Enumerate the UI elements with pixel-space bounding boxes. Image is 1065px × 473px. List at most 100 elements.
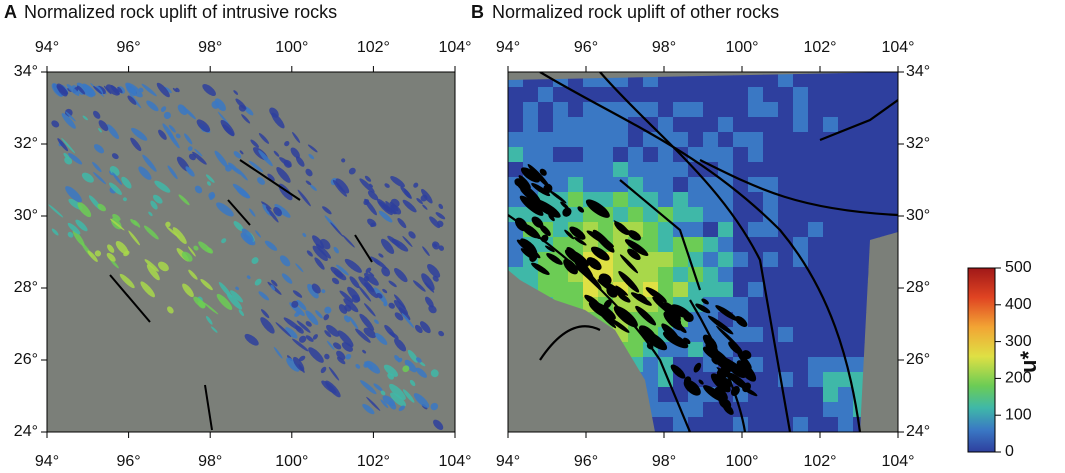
panel-title: Normalized rock uplift of intrusive rock… (24, 2, 337, 22)
uplift-cell (748, 222, 764, 238)
uplift-cell (823, 357, 839, 373)
rock-patch (415, 357, 422, 363)
rock-patch (308, 347, 324, 363)
rock-patch (370, 222, 376, 228)
rock-patch (294, 311, 301, 317)
uplift-cell (673, 282, 689, 298)
rock-outcrop (588, 301, 616, 321)
y-tick-label: 32° (906, 135, 930, 152)
uplift-cell (538, 132, 554, 148)
panel-title: Normalized rock uplift of other rocks (492, 2, 779, 22)
rock-patch (92, 161, 102, 173)
uplift-cell (658, 192, 674, 208)
uplift-cell (598, 222, 614, 238)
rock-outcrop (635, 305, 657, 326)
uplift-cell (553, 132, 569, 148)
uplift-cell (748, 267, 764, 283)
colorbar-tick-label: 200 (1005, 370, 1032, 387)
uplift-cell (823, 417, 839, 432)
rock-patch (233, 151, 242, 159)
x-tick-label: 96° (574, 39, 598, 56)
uplift-cell (793, 297, 809, 313)
colorbar-tick-label: 500 (1005, 259, 1032, 276)
uplift-cell (688, 417, 704, 432)
rock-outcrop (573, 237, 587, 246)
uplift-cell (733, 282, 749, 298)
rock-patch (378, 210, 393, 223)
uplift-cell (748, 87, 764, 103)
uplift-cell (673, 192, 689, 208)
rock-patch (109, 182, 122, 195)
uplift-cell (763, 387, 779, 403)
uplift-cell (568, 102, 584, 118)
rock-patch (68, 153, 83, 165)
uplift-cell (838, 147, 854, 163)
uplift-cell (808, 207, 824, 223)
rock-patch (373, 383, 383, 392)
y-tick-label: 24° (906, 423, 930, 440)
uplift-cell (838, 72, 854, 88)
rock-patch (297, 189, 311, 207)
rock-patch (416, 198, 423, 205)
uplift-cell (778, 342, 794, 358)
rock-patch (221, 238, 227, 244)
rock-patch (236, 168, 248, 181)
uplift-cell (703, 237, 719, 253)
rock-patch (283, 159, 292, 168)
rock-patch (305, 335, 314, 342)
rock-patch (156, 82, 170, 98)
rock-patch (66, 84, 80, 96)
rock-patch (397, 217, 407, 229)
rock-patch (311, 283, 321, 294)
rock-patch (48, 204, 64, 218)
rock-patch (408, 231, 416, 239)
uplift-cell (868, 117, 884, 133)
rock-patch (305, 180, 312, 186)
rock-patch (323, 314, 330, 321)
rock-patch (197, 300, 206, 309)
rock-patch (181, 251, 193, 262)
rock-outcrop (610, 318, 630, 333)
rock-patch (133, 219, 141, 228)
rock-outcrop (615, 285, 629, 296)
rock-patch (165, 221, 171, 228)
uplift-cell (703, 207, 719, 223)
uplift-cell (853, 192, 869, 208)
rock-patch (336, 356, 346, 365)
rock-patch (250, 139, 260, 148)
rock-patch (105, 84, 120, 96)
rock-patch (369, 183, 373, 188)
x-tick-label: 104° (438, 453, 471, 470)
uplift-cell (778, 327, 794, 343)
uplift-cell (838, 297, 854, 313)
uplift-cell (658, 117, 674, 133)
uplift-cell (763, 192, 779, 208)
uplift-cell (748, 192, 764, 208)
rock-patch (273, 206, 282, 217)
rock-patch (388, 302, 395, 309)
rock-patch (255, 230, 262, 238)
rock-outcrop (577, 206, 585, 213)
y-tick-label: 26° (14, 351, 38, 368)
uplift-cell (778, 132, 794, 148)
uplift-cell (808, 72, 824, 88)
rock-patch (359, 178, 375, 193)
uplift-cell (568, 147, 584, 163)
x-tick-label: 98° (652, 39, 676, 56)
uplift-cell (748, 237, 764, 253)
rock-patch (142, 154, 157, 172)
uplift-cell (868, 87, 884, 103)
rock-patch (246, 275, 251, 279)
uplift-cell (838, 267, 854, 283)
rock-patch (298, 335, 307, 343)
rock-outcrop (587, 296, 595, 304)
uplift-cell (553, 162, 569, 178)
rock-patch (188, 269, 198, 280)
rock-outcrop (627, 230, 641, 241)
uplift-cell (823, 282, 839, 298)
rock-patch (146, 264, 160, 281)
y-tick-label: 30° (906, 207, 930, 224)
uplift-cell (748, 117, 764, 133)
rock-patch (167, 165, 178, 180)
uplift-cell (763, 117, 779, 133)
